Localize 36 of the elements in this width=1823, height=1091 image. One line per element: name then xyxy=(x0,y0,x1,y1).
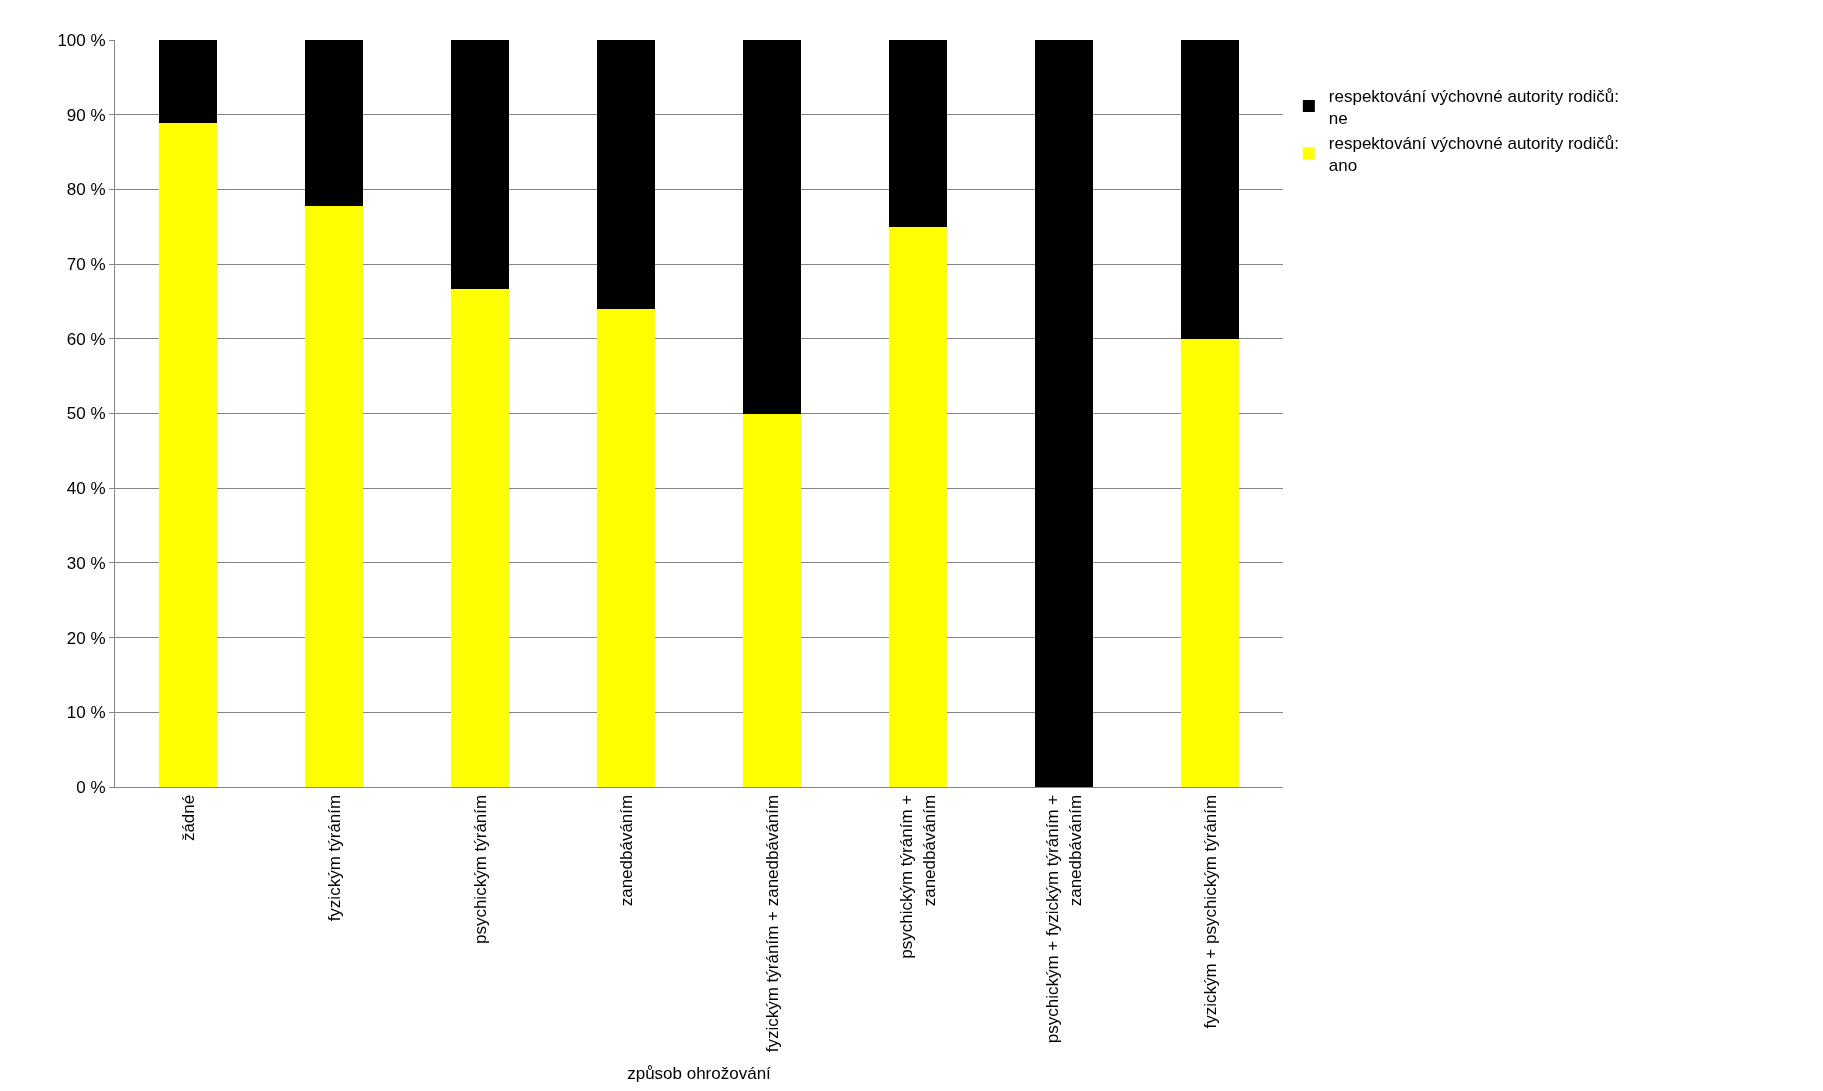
x-tick-label: žádné xyxy=(178,794,198,842)
y-tick-label: 20 % xyxy=(66,628,106,648)
y-tick-label: 90 % xyxy=(66,105,106,125)
y-tick-label: 10 % xyxy=(66,703,106,723)
y-tick-label: 50 % xyxy=(66,404,106,424)
y-tick-label: 70 % xyxy=(66,255,106,275)
x-tick-label: fyzickým + psychickým týráním xyxy=(1200,794,1220,1029)
x-tick-label: zanedbáváním xyxy=(616,794,636,907)
bar xyxy=(450,288,510,787)
bar xyxy=(158,122,218,787)
y-tick-label: 30 % xyxy=(66,553,106,573)
bar xyxy=(304,40,364,206)
bar xyxy=(1180,40,1240,339)
x-tick-label: psychickým týráním + zanedbáváním xyxy=(897,794,939,959)
bar xyxy=(742,40,802,414)
bar xyxy=(158,40,218,123)
bar xyxy=(1034,40,1094,787)
legend-label: respektování výchovné autority rodičů: ano xyxy=(1328,133,1619,175)
bar xyxy=(450,40,510,289)
y-tick-label: 40 % xyxy=(66,479,106,499)
bar xyxy=(596,308,656,787)
bar xyxy=(1180,338,1240,787)
y-tick-label: 100 % xyxy=(57,30,106,50)
x-axis-title: způsob ohrožování xyxy=(627,1063,772,1083)
x-tick-label: fyzickým týráním xyxy=(324,794,344,922)
bar xyxy=(596,40,656,309)
bar xyxy=(742,413,802,787)
x-tick-label: fyzickým týráním + zanedbáváním xyxy=(762,794,782,1053)
y-tick-label: 0 % xyxy=(76,777,106,797)
bar xyxy=(888,40,948,227)
bar xyxy=(888,226,948,787)
x-tick-label: psychickým + fyzickým týráním + zanedbáváním xyxy=(1043,794,1085,1044)
y-tick-label: 80 % xyxy=(66,180,106,200)
bar xyxy=(304,205,364,787)
x-tick-label: psychickým týráním xyxy=(470,794,490,945)
y-tick-label: 60 % xyxy=(66,329,106,349)
